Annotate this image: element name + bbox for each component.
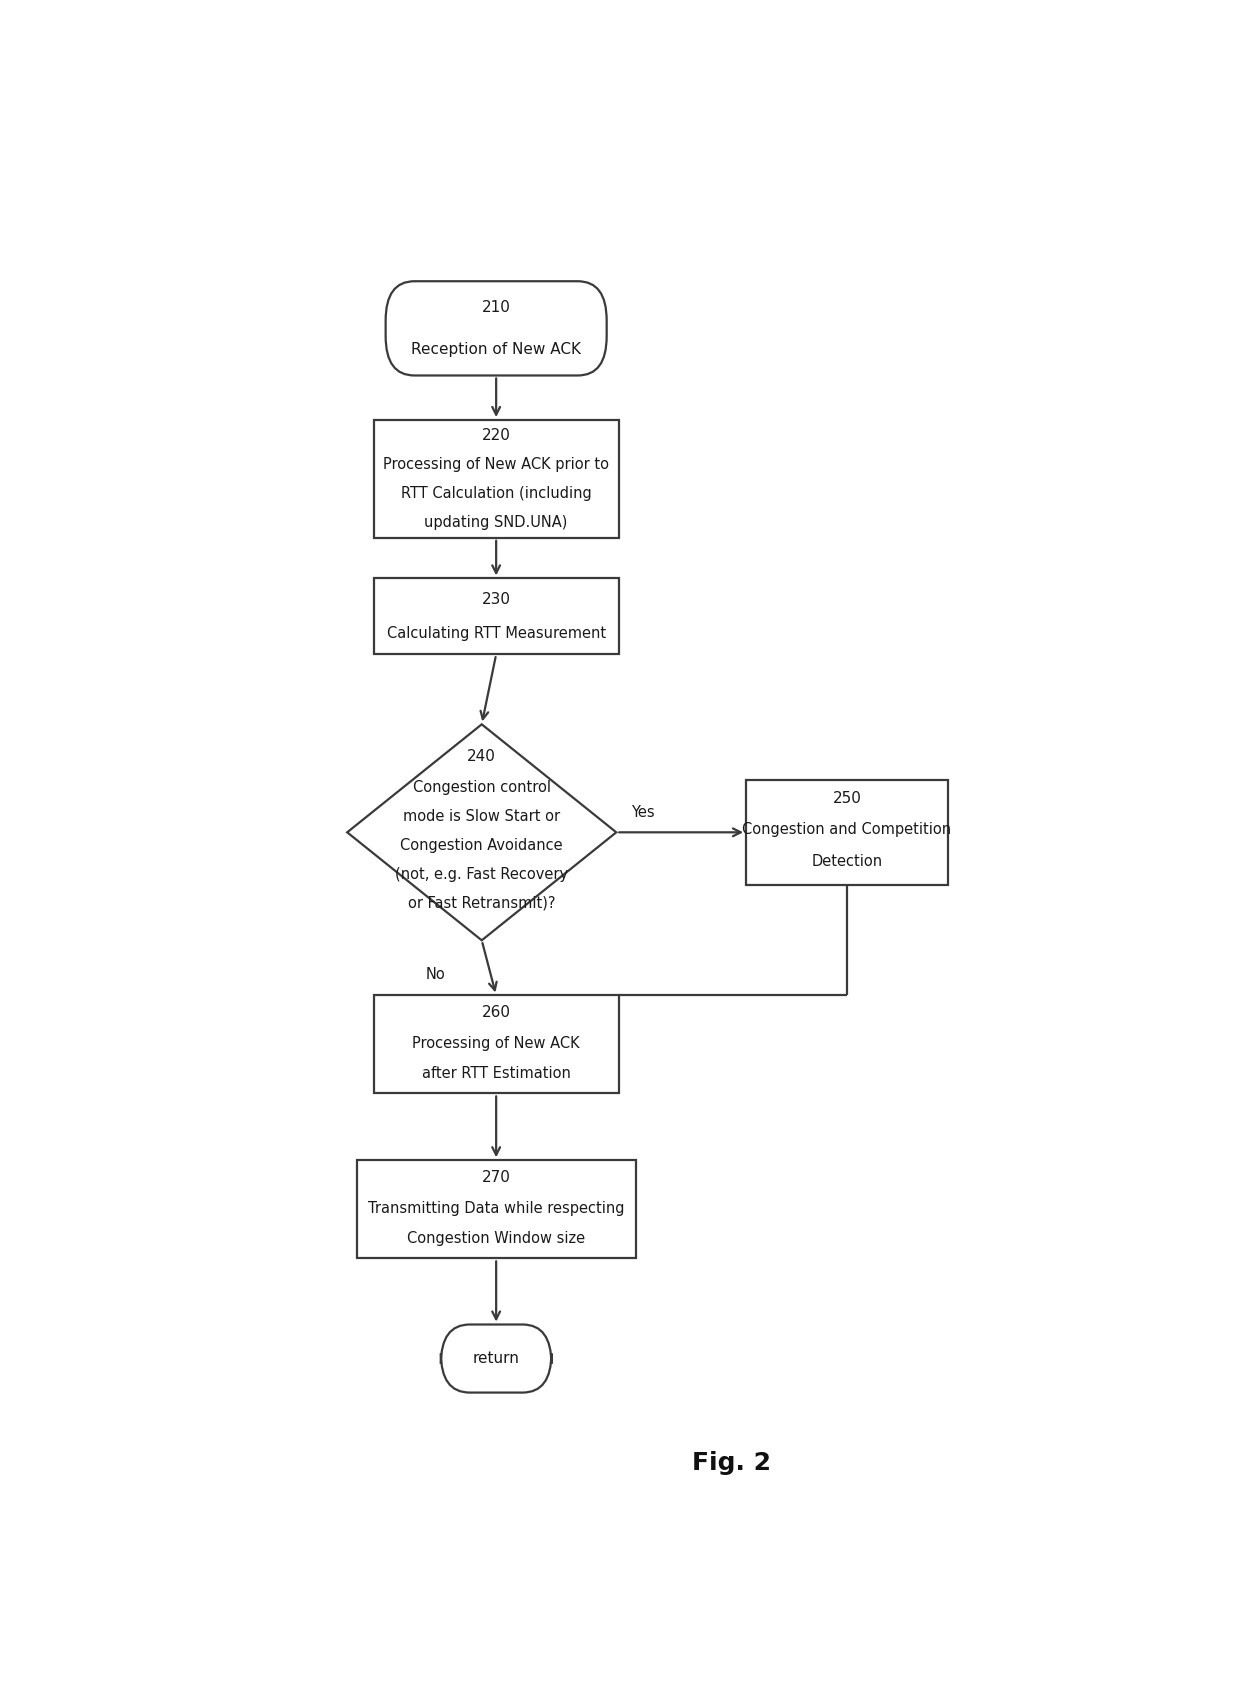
Text: RTT Calculation (including: RTT Calculation (including [401, 486, 591, 501]
Text: Transmitting Data while respecting: Transmitting Data while respecting [368, 1200, 625, 1216]
FancyBboxPatch shape [441, 1324, 552, 1392]
Text: 230: 230 [481, 592, 511, 607]
Text: 220: 220 [481, 428, 511, 444]
Text: Congestion control: Congestion control [413, 780, 551, 796]
Text: Congestion and Competition: Congestion and Competition [743, 823, 951, 836]
Bar [357, 1159, 635, 1258]
Text: return: return [472, 1352, 520, 1367]
Text: Congestion Window size: Congestion Window size [407, 1231, 585, 1246]
Text: 250: 250 [832, 790, 862, 806]
Text: No: No [425, 967, 445, 983]
Text: Detection: Detection [811, 853, 883, 869]
Text: 270: 270 [481, 1170, 511, 1185]
Text: 240: 240 [467, 750, 496, 763]
Bar [373, 994, 619, 1093]
Text: Calculating RTT Measurement: Calculating RTT Measurement [387, 626, 605, 641]
Text: mode is Slow Start or: mode is Slow Start or [403, 809, 560, 824]
FancyBboxPatch shape [386, 280, 606, 376]
Text: Reception of New ACK: Reception of New ACK [412, 342, 582, 357]
Bar [746, 780, 947, 884]
Text: Processing of New ACK: Processing of New ACK [413, 1035, 580, 1051]
Text: after RTT Estimation: after RTT Estimation [422, 1066, 570, 1081]
Bar [373, 578, 619, 654]
Text: or Fast Retransmit)?: or Fast Retransmit)? [408, 896, 556, 911]
Text: updating SND.UNA): updating SND.UNA) [424, 515, 568, 530]
Text: (not, e.g. Fast Recovery: (not, e.g. Fast Recovery [396, 867, 568, 882]
Text: Fig. 2: Fig. 2 [692, 1452, 771, 1476]
Text: 210: 210 [481, 299, 511, 314]
Text: Processing of New ACK prior to: Processing of New ACK prior to [383, 457, 609, 473]
Text: 260: 260 [481, 1005, 511, 1020]
Polygon shape [347, 724, 616, 940]
Bar [373, 420, 619, 537]
Text: Yes: Yes [631, 806, 655, 819]
Text: Congestion Avoidance: Congestion Avoidance [401, 838, 563, 853]
